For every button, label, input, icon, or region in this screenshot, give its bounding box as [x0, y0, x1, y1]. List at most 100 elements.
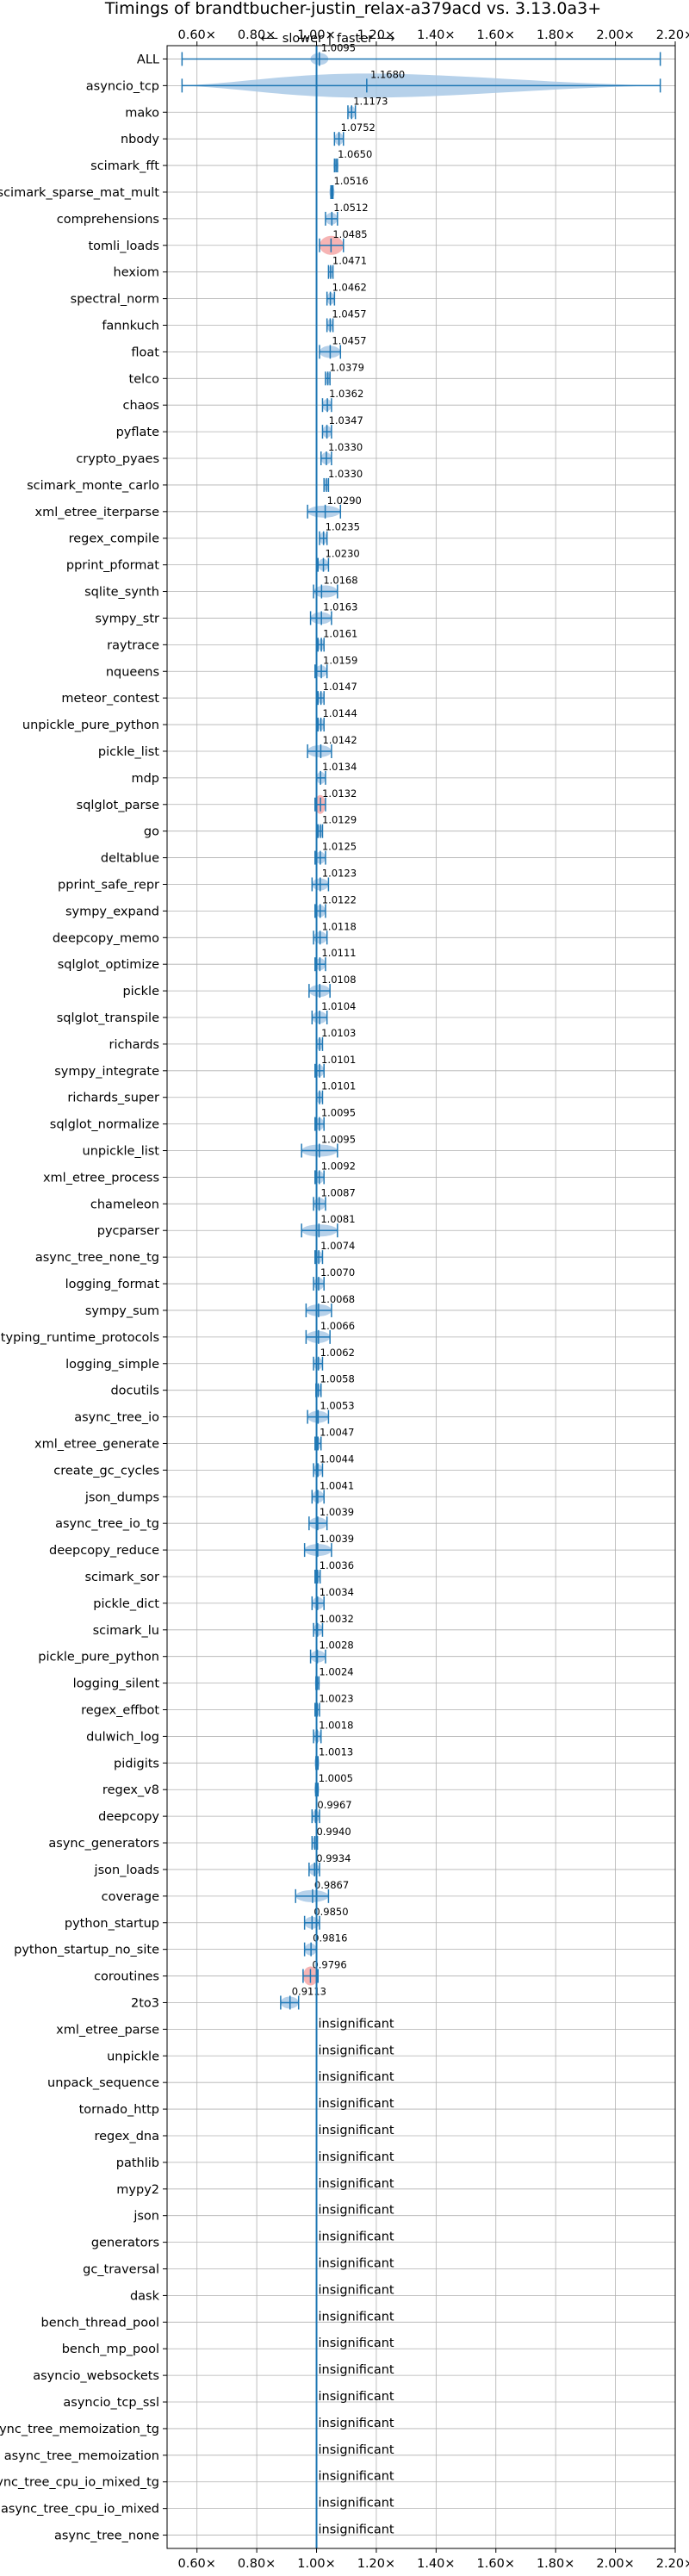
category-label: dulwich_log [86, 1730, 159, 1744]
violin-marks: 1.0095 1.1680 1.1173 1.0752 1.0650 1.0516 1.05… [181, 41, 661, 2537]
x-tick-label-bottom: 1.60× [477, 2557, 515, 2571]
value-label: 1.0108 [321, 974, 356, 986]
value-label: 1.0039 [320, 1506, 354, 1518]
value-label: 1.1173 [353, 95, 388, 107]
category-label: deepcopy_memo [53, 931, 159, 945]
category-label: pprint_safe_repr [58, 878, 159, 892]
value-label: 1.0330 [328, 468, 363, 480]
category-label: asyncio_tcp_ssl [63, 2396, 159, 2410]
value-label: 1.0036 [320, 1559, 354, 1571]
category-label: xml_etree_generate [34, 1437, 159, 1451]
value-label: 1.0032 [320, 1613, 354, 1625]
category-label: nqueens [106, 665, 159, 679]
category-label: unpickle [107, 2050, 159, 2063]
value-label: 0.9796 [312, 1959, 346, 1971]
category-label: async_tree_memoization [4, 2449, 159, 2463]
value-label: 1.0362 [329, 388, 363, 400]
insignificant-label: insignificant [319, 2257, 394, 2271]
category-label: logging_format [65, 1278, 160, 1291]
category-label: mako [125, 106, 159, 120]
category-label: docutils [110, 1384, 159, 1398]
category-label: xml_etree_iterparse [35, 506, 160, 520]
value-label: 1.0142 [322, 734, 357, 746]
value-label: 1.0159 [323, 654, 357, 666]
category-label: richards [109, 1038, 159, 1052]
value-label: 1.0457 [332, 334, 366, 346]
value-label: 1.0111 [321, 947, 356, 959]
value-label: 1.0161 [323, 627, 357, 639]
category-label: unpack_sequence [47, 2076, 159, 2090]
value-label: 1.0462 [332, 282, 367, 294]
category-label: async_tree_io [74, 1411, 159, 1425]
value-label: 1.0485 [332, 228, 367, 240]
category-label: pickle [122, 985, 159, 999]
value-label: 1.0068 [320, 1293, 355, 1305]
category-label: xml_etree_process [43, 1171, 159, 1185]
category-label: pathlib [116, 2156, 159, 2170]
value-label: 0.9816 [313, 1932, 347, 1944]
category-label: tomli_loads [88, 240, 159, 253]
value-label: 1.0516 [333, 175, 368, 187]
insignificant-label: insignificant [319, 2336, 394, 2350]
value-label: 0.9940 [316, 1826, 351, 1838]
x-tick-label-bottom: 2.20× [656, 2557, 689, 2571]
category-label: async_tree_cpu_io_mixed_tg [0, 2476, 159, 2490]
chart-title: Timings of brandtbucher-justin_relax-a37… [104, 0, 601, 18]
value-label: 1.0101 [321, 1054, 356, 1066]
category-label: typing_runtime_protocols [1, 1331, 159, 1345]
insignificant-label: insignificant [319, 2097, 394, 2111]
value-label: 1.0024 [319, 1666, 353, 1678]
category-label: async_tree_io_tg [55, 1517, 159, 1531]
value-label: 0.9113 [292, 1985, 326, 1997]
plot-area: 0.60× 0.60× 0.80× 0.80× 1.00× 1.00× 1.20× 1.20×… [0, 28, 689, 2571]
category-label: async_tree_cpu_io_mixed [1, 2503, 159, 2517]
category-label: json_dumps [84, 1490, 159, 1504]
category-label: nbody [121, 133, 159, 146]
category-label: unpickle_pure_python [22, 719, 159, 732]
category-label: async_tree_memoization_tg [0, 2423, 159, 2436]
category-label: regex_effbot [81, 1704, 159, 1718]
value-label: 1.0095 [321, 1107, 356, 1119]
value-label: 1.0005 [319, 1772, 353, 1784]
value-label: 1.0134 [322, 761, 357, 773]
value-label: 1.0092 [321, 1160, 356, 1172]
category-label: sympy_sum [85, 1304, 159, 1318]
insignificant-label: insignificant [319, 2150, 394, 2164]
category-label: richards_super [67, 1092, 159, 1105]
category-label: chaos [123, 399, 159, 413]
value-label: 1.0047 [320, 1426, 354, 1438]
category-label: generators [91, 2237, 159, 2250]
value-label: 1.0512 [333, 202, 368, 214]
value-label: 1.0103 [321, 1027, 356, 1039]
insignificant-label: insignificant [319, 2363, 394, 2377]
category-label: crypto_pyaes [76, 452, 159, 466]
x-tick-label-bottom: 0.60× [177, 2557, 215, 2571]
insignificant-label: insignificant [319, 2231, 394, 2244]
value-label: 1.0044 [320, 1453, 354, 1465]
category-label: deepcopy [98, 1810, 159, 1824]
category-label: sympy_integrate [54, 1065, 159, 1079]
category-label: async_tree_none [54, 2529, 159, 2543]
category-label: mypy2 [116, 2183, 159, 2197]
value-label: 1.0168 [323, 575, 357, 587]
insignificant-label: insignificant [319, 2310, 394, 2324]
category-label: pidigits [114, 1757, 159, 1770]
x-tick-label-top: 0.80× [238, 28, 276, 42]
category-label: telco [129, 372, 160, 386]
category-label: sqlglot_normalize [50, 1118, 159, 1132]
value-label: 1.0132 [322, 787, 357, 800]
category-label: python_startup [65, 1917, 159, 1931]
category-label: meteor_contest [61, 692, 159, 706]
value-label: 1.0070 [320, 1266, 355, 1279]
grid-lines [167, 46, 676, 2548]
category-label: sqlglot_parse [77, 799, 159, 812]
category-label: pickle_dict [93, 1597, 159, 1611]
value-label: 1.0129 [322, 814, 357, 826]
category-label: sqlglot_optimize [58, 958, 159, 972]
direction-separator: | [328, 32, 332, 46]
category-label: ALL [137, 53, 159, 66]
category-label: pprint_pformat [66, 559, 159, 573]
category-label: dask [130, 2289, 160, 2303]
value-label: 1.0066 [320, 1320, 355, 1332]
category-label: coverage [102, 1890, 159, 1904]
